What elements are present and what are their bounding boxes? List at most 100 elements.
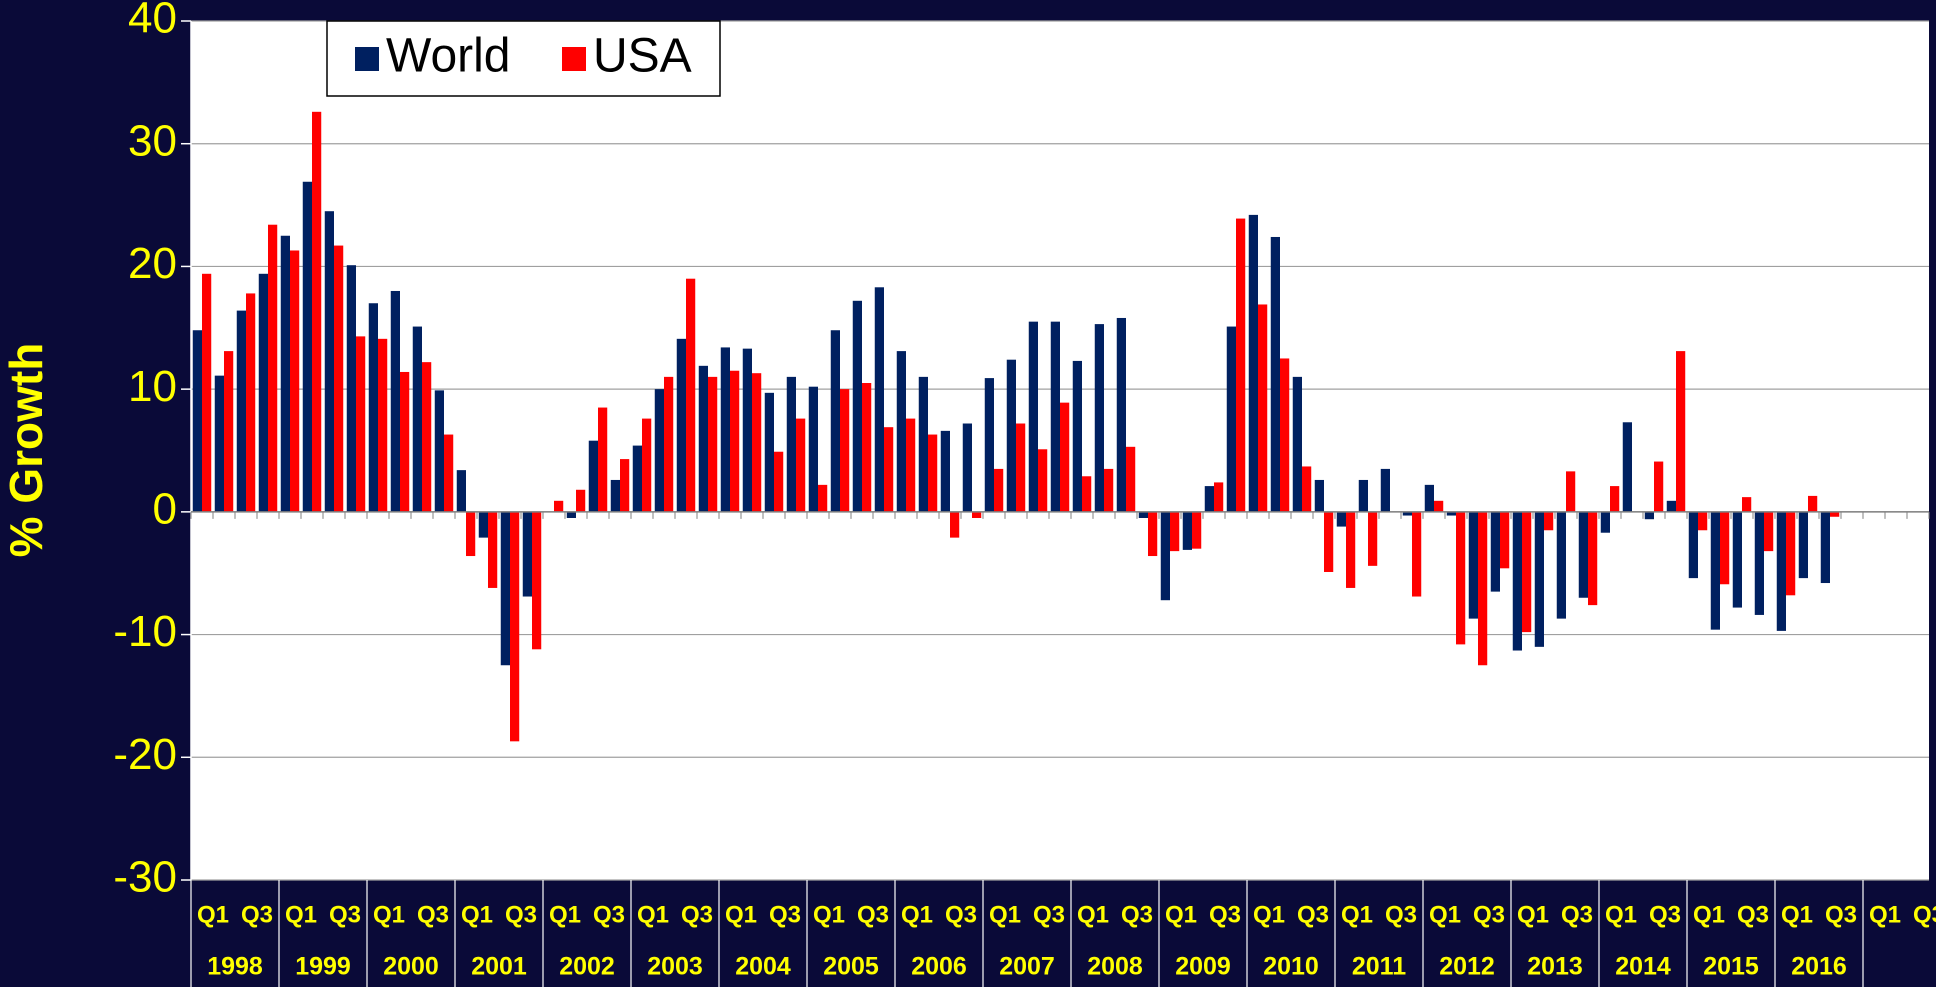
x-tick-label: Q1: [1781, 901, 1813, 928]
bar: [720, 347, 730, 512]
y-tick-label: -10: [113, 607, 177, 656]
year-label: 2014: [1615, 953, 1671, 981]
y-tick-label: -30: [113, 853, 177, 902]
bar: [1006, 359, 1016, 512]
bar: [1226, 326, 1236, 512]
bar: [1270, 236, 1280, 512]
bar: [378, 338, 388, 512]
bar: [1402, 511, 1412, 516]
bar: [588, 440, 598, 512]
bar: [928, 434, 938, 512]
bar: [1082, 476, 1092, 512]
year-label: 2003: [647, 953, 703, 981]
bar: [1138, 511, 1148, 518]
bar: [950, 511, 960, 538]
legend-label: USA: [593, 30, 692, 83]
bar: [962, 423, 972, 512]
bar: [774, 451, 784, 512]
bar: [1446, 511, 1456, 516]
bar: [852, 300, 862, 512]
bar: [478, 511, 488, 538]
bar: [434, 390, 444, 512]
year-label: 2012: [1439, 953, 1495, 981]
bar: [400, 371, 410, 512]
bar: [1358, 479, 1368, 512]
y-tick-label: 40: [128, 0, 177, 43]
x-tick-label: Q3: [857, 901, 889, 928]
bar: [1292, 376, 1302, 512]
bar: [610, 479, 620, 512]
x-tick-label: Q3: [417, 901, 449, 928]
y-tick-label: -20: [113, 730, 177, 779]
bar: [1732, 511, 1742, 608]
bar: [808, 386, 818, 512]
x-tick-label: Q1: [813, 901, 845, 928]
bar: [664, 376, 674, 512]
bar: [1666, 500, 1676, 512]
bar: [368, 303, 378, 512]
bar: [1478, 511, 1488, 666]
y-tick-label: 20: [128, 239, 177, 288]
bar: [1786, 511, 1796, 596]
x-tick-label: Q3: [1385, 901, 1417, 928]
bar: [1710, 511, 1720, 630]
bar: [752, 373, 762, 512]
x-tick-label: Q3: [1737, 901, 1769, 928]
bar: [1380, 468, 1390, 512]
bar: [1324, 511, 1334, 572]
bar: [1302, 466, 1312, 512]
bar: [246, 293, 256, 512]
year-label: 1999: [295, 953, 351, 981]
bar: [1148, 511, 1158, 557]
bar: [1412, 511, 1422, 597]
year-label: 2001: [471, 953, 527, 981]
bar: [224, 351, 234, 512]
bar: [532, 511, 542, 650]
x-tick-label: Q3: [329, 901, 361, 928]
bar: [214, 375, 224, 512]
x-tick-label: Q3: [1913, 901, 1936, 928]
bar: [906, 418, 916, 512]
bar: [1578, 511, 1588, 598]
bar: [334, 245, 344, 512]
legend-label: World: [386, 30, 510, 83]
bar: [312, 111, 322, 512]
bar: [1160, 511, 1170, 601]
y-tick-label: 30: [128, 116, 177, 165]
bar: [258, 273, 268, 512]
bar: [1720, 511, 1730, 585]
bar: [1764, 511, 1774, 552]
x-tick-label: Q1: [1517, 901, 1549, 928]
x-tick-label: Q3: [593, 901, 625, 928]
x-tick-label: Q3: [945, 901, 977, 928]
bar: [290, 250, 300, 512]
x-tick-label: Q1: [1693, 901, 1725, 928]
x-tick-label: Q1: [1429, 901, 1461, 928]
year-label: 2009: [1175, 953, 1231, 981]
bar: [510, 511, 520, 742]
bar: [1754, 511, 1764, 615]
x-tick-label: Q1: [901, 901, 933, 928]
bar: [202, 273, 212, 512]
bar: [1314, 479, 1324, 512]
bar: [1170, 511, 1180, 552]
bar: [796, 418, 806, 512]
year-label: 1998: [207, 953, 263, 981]
bar: [466, 511, 476, 557]
x-tick-label: Q1: [725, 901, 757, 928]
x-tick-label: Q3: [1297, 901, 1329, 928]
bar: [1688, 511, 1698, 579]
bar: [642, 418, 652, 512]
bar: [302, 181, 312, 512]
bar: [1600, 511, 1610, 533]
bar: [918, 376, 928, 512]
bar: [1434, 500, 1444, 512]
x-tick-label: Q3: [769, 901, 801, 928]
x-tick-label: Q3: [1473, 901, 1505, 928]
bar: [390, 290, 400, 512]
bar: [1830, 511, 1840, 517]
bar: [1258, 304, 1268, 512]
bar: [984, 378, 994, 512]
bar: [1588, 511, 1598, 606]
